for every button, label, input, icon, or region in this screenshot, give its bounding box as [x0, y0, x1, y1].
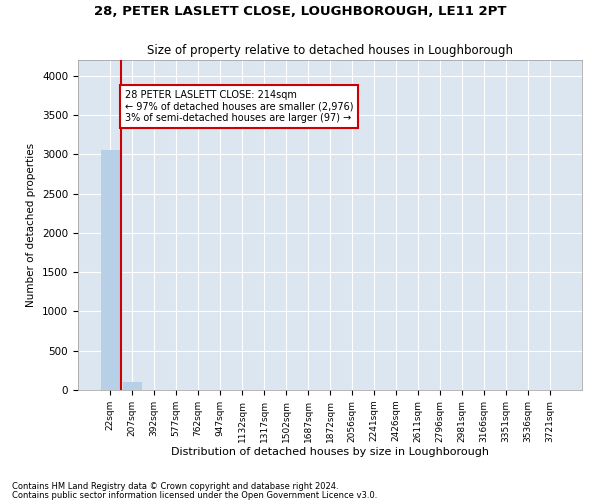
- Y-axis label: Number of detached properties: Number of detached properties: [26, 143, 37, 307]
- Text: 28 PETER LASLETT CLOSE: 214sqm
← 97% of detached houses are smaller (2,976)
3% o: 28 PETER LASLETT CLOSE: 214sqm ← 97% of …: [125, 90, 353, 123]
- Text: Contains HM Land Registry data © Crown copyright and database right 2024.: Contains HM Land Registry data © Crown c…: [12, 482, 338, 491]
- Title: Size of property relative to detached houses in Loughborough: Size of property relative to detached ho…: [147, 44, 513, 58]
- Text: Contains public sector information licensed under the Open Government Licence v3: Contains public sector information licen…: [12, 490, 377, 500]
- Bar: [101, 150, 119, 390]
- Bar: [123, 382, 142, 390]
- Text: 28, PETER LASLETT CLOSE, LOUGHBOROUGH, LE11 2PT: 28, PETER LASLETT CLOSE, LOUGHBOROUGH, L…: [94, 5, 506, 18]
- X-axis label: Distribution of detached houses by size in Loughborough: Distribution of detached houses by size …: [171, 448, 489, 458]
